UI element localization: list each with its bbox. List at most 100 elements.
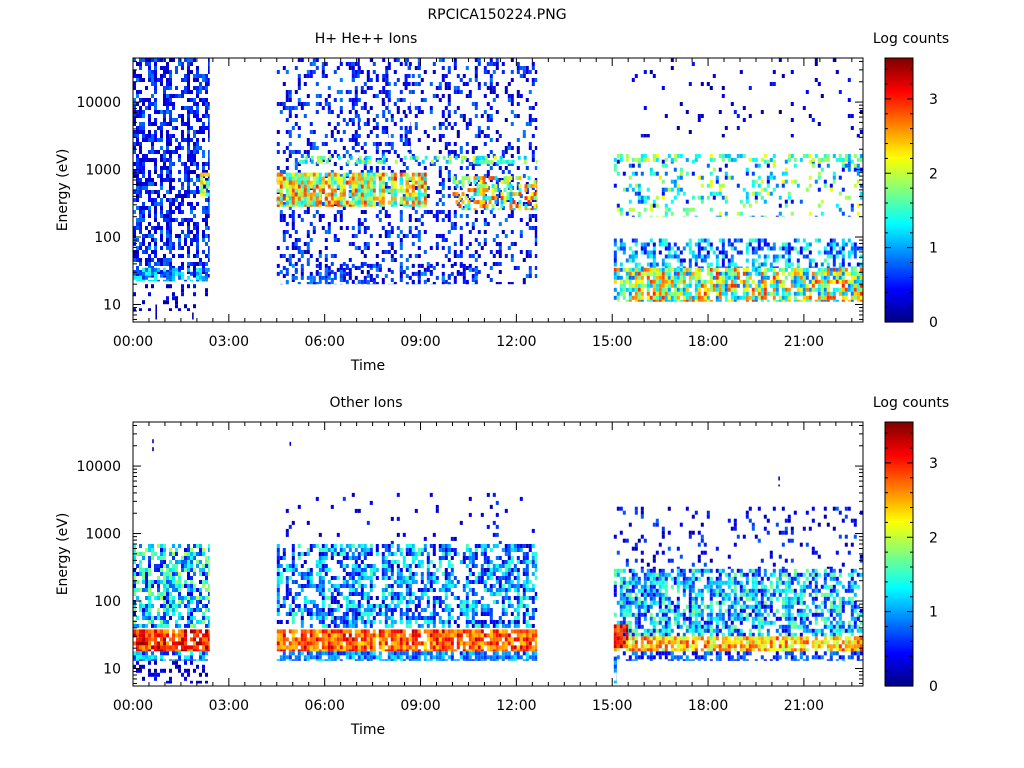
spectrogram-cell bbox=[453, 62, 457, 66]
spectrogram-cell bbox=[205, 98, 208, 102]
spectrogram-cell bbox=[154, 198, 157, 202]
spectrogram-cell bbox=[279, 172, 283, 177]
spectrogram-cell bbox=[784, 171, 788, 176]
spectrogram-cell bbox=[145, 134, 148, 138]
spectrogram-cell bbox=[139, 126, 142, 130]
spectrogram-cell bbox=[205, 218, 208, 222]
spectrogram-cell bbox=[205, 267, 208, 272]
spectrogram-cell bbox=[184, 194, 187, 198]
spectrogram-cell bbox=[853, 183, 857, 188]
spectrogram-cell bbox=[339, 196, 343, 201]
spectrogram-cell bbox=[423, 192, 427, 197]
spectrogram-cell bbox=[306, 142, 310, 146]
spectrogram-cell bbox=[745, 271, 749, 276]
spectrogram-cell bbox=[501, 150, 505, 154]
spectrogram-cell bbox=[157, 584, 160, 588]
spectrogram-cell bbox=[477, 86, 481, 90]
spectrogram-cell bbox=[462, 74, 466, 78]
spectrogram-cell bbox=[754, 271, 758, 276]
spectrogram-cell bbox=[787, 191, 791, 196]
spectrogram-cell bbox=[354, 102, 358, 106]
spectrogram-cell bbox=[196, 146, 199, 150]
spectrogram-cell bbox=[637, 163, 641, 168]
spectrogram-cell bbox=[649, 207, 653, 212]
spectrogram-cell bbox=[285, 222, 289, 226]
spectrogram-cell bbox=[438, 150, 442, 154]
colorbar-swatch bbox=[885, 112, 913, 115]
colorbar-swatch bbox=[885, 92, 913, 95]
spectrogram-cell bbox=[142, 162, 145, 166]
spectrogram-cell bbox=[853, 275, 857, 280]
spectrogram-cell bbox=[148, 174, 151, 178]
spectrogram-cell bbox=[160, 130, 163, 134]
spectrogram-cell bbox=[700, 295, 704, 300]
spectrogram-cell bbox=[402, 188, 406, 193]
spectrogram-cell bbox=[462, 118, 466, 122]
spectrogram-cell bbox=[447, 174, 451, 178]
spectrogram-cell bbox=[522, 174, 526, 178]
spectrogram-cell bbox=[187, 130, 190, 134]
spectrogram-cell bbox=[372, 176, 376, 181]
spectrogram-cell bbox=[745, 199, 749, 204]
spectrogram-cell bbox=[399, 172, 403, 177]
spectrogram-cell bbox=[178, 612, 181, 616]
spectrogram-cell bbox=[715, 262, 719, 267]
spectrogram-cell bbox=[166, 612, 169, 616]
spectrogram-cell bbox=[208, 258, 210, 262]
spectrogram-cell bbox=[643, 134, 647, 138]
spectrogram-cell bbox=[196, 238, 199, 242]
spectrogram-cell bbox=[631, 171, 635, 176]
spectrogram-cell bbox=[739, 154, 743, 158]
spectrogram-cell bbox=[823, 258, 827, 263]
spectrogram-cell bbox=[381, 278, 385, 282]
spectrogram-cell bbox=[477, 62, 481, 66]
spectrogram-cell bbox=[160, 572, 163, 576]
spectrogram-cell bbox=[205, 271, 208, 276]
spectrogram-cell bbox=[327, 230, 331, 234]
colorbar-swatch bbox=[885, 246, 913, 249]
colorbar-swatch bbox=[885, 218, 913, 221]
spectrogram-cell bbox=[318, 262, 322, 266]
colorbar-swatch bbox=[885, 240, 913, 243]
spectrogram-cell bbox=[447, 246, 451, 250]
spectrogram-cell bbox=[628, 287, 632, 292]
spectrogram-cell bbox=[339, 188, 343, 193]
spectrogram-cell bbox=[324, 192, 328, 197]
spectrogram-cell bbox=[640, 299, 644, 302]
spectrogram-cell bbox=[175, 86, 178, 90]
spectrogram-cell bbox=[733, 279, 737, 284]
spectrogram-cell bbox=[477, 162, 481, 166]
spectrogram-cell bbox=[441, 114, 445, 118]
spectrogram-cell bbox=[688, 242, 692, 247]
spectrogram-cell bbox=[531, 106, 535, 110]
spectrogram-cell bbox=[649, 70, 653, 74]
spectrogram-cell bbox=[300, 263, 304, 268]
spectrogram-cell bbox=[190, 262, 193, 266]
spectrogram-cell bbox=[691, 271, 695, 276]
spectrogram-cell bbox=[730, 299, 734, 302]
spectrogram-cell bbox=[205, 580, 208, 584]
spectrogram-cell bbox=[775, 271, 779, 276]
spectrogram-cell bbox=[616, 299, 620, 302]
colorbar-swatch bbox=[885, 118, 913, 121]
spectrogram-cell bbox=[473, 192, 477, 197]
colorbar-swatch bbox=[885, 224, 913, 227]
spectrogram-cell bbox=[619, 211, 623, 216]
spectrogram-cell bbox=[637, 291, 641, 296]
spectrogram-cell bbox=[151, 74, 154, 78]
spectrogram-cell bbox=[508, 159, 512, 164]
spectrogram-cell bbox=[805, 299, 809, 302]
spectrogram-cell bbox=[459, 78, 463, 82]
spectrogram-cell bbox=[169, 592, 172, 596]
spectrogram-cell bbox=[811, 275, 815, 280]
spectrogram-cell bbox=[724, 279, 728, 284]
spectrogram-cell bbox=[841, 267, 845, 272]
spectrogram-cell bbox=[482, 204, 486, 209]
spectrogram-cell bbox=[169, 596, 172, 600]
spectrogram-cell bbox=[139, 641, 142, 646]
spectrogram-cell bbox=[163, 600, 166, 604]
spectrogram-cell bbox=[754, 199, 758, 204]
spectrogram-cell bbox=[817, 122, 821, 126]
spectrogram-cell bbox=[805, 275, 809, 280]
spectrogram-cell bbox=[318, 192, 322, 197]
